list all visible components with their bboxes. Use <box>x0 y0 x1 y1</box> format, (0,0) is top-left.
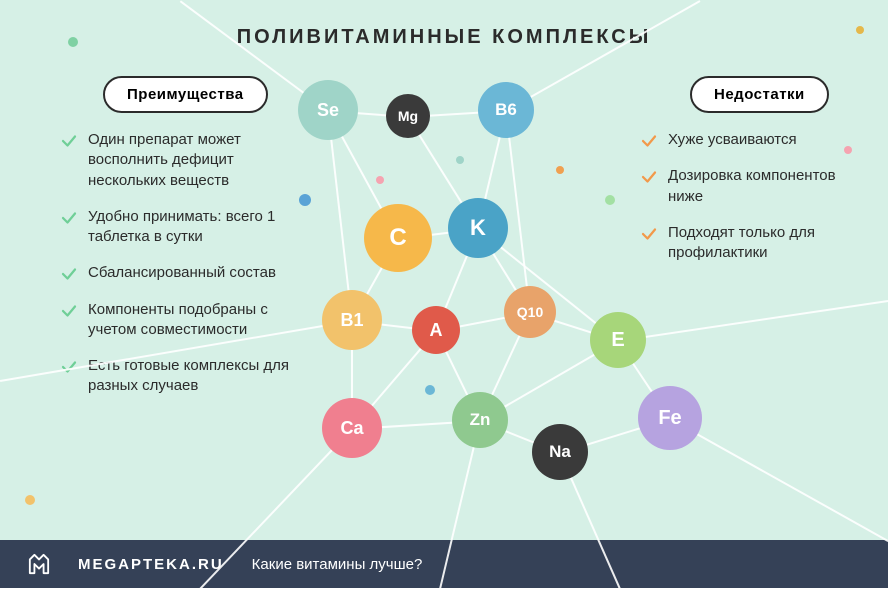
decor-dot <box>456 156 464 164</box>
list-item-text: Один препарат может восполнить дефицит н… <box>88 130 300 191</box>
vitamin-node-mg: Mg <box>386 94 430 138</box>
logo-icon <box>28 553 50 575</box>
list-item: Подходят только для профилактики <box>640 223 860 264</box>
decor-dot <box>844 146 852 154</box>
decor-dot <box>376 176 384 184</box>
page-title: ПОЛИВИТАМИННЫЕ КОМПЛЕКСЫ <box>0 26 888 49</box>
list-item-text: Удобно принимать: всего 1 таблетка в сут… <box>88 207 300 248</box>
list-item: Дозировка компонентов ниже <box>640 166 860 207</box>
vitamin-node-ca: Ca <box>322 398 382 458</box>
advantages-list: Один препарат может восполнить дефицит н… <box>60 130 300 413</box>
decor-dot <box>25 495 35 505</box>
vitamin-node-fe: Fe <box>638 386 702 450</box>
advantages-header: Преимущества <box>103 76 268 113</box>
vitamin-node-k: K <box>448 198 508 258</box>
vitamin-node-b6: B6 <box>478 82 534 138</box>
decor-dot <box>299 194 311 206</box>
network-edge <box>506 0 701 112</box>
network-edge <box>505 111 531 313</box>
vitamin-node-q10: Q10 <box>504 286 556 338</box>
list-item: Хуже усваиваются <box>640 130 860 150</box>
disadvantages-header: Недостатки <box>690 76 829 113</box>
infographic-canvas: ПОЛИВИТАМИННЫЕ КОМПЛЕКСЫ Преимущества Од… <box>0 0 888 588</box>
vitamin-node-a: A <box>412 306 460 354</box>
vitamin-node-e: E <box>590 312 646 368</box>
logo-text: MEGAPTEKA.RU <box>78 556 224 573</box>
network-edge <box>618 300 888 342</box>
list-item-text: Дозировка компонентов ниже <box>668 166 860 207</box>
list-item: Есть готовые комплексы для разных случае… <box>60 356 300 397</box>
list-item: Сбалансированный состав <box>60 263 300 283</box>
vitamin-node-c: C <box>364 204 432 272</box>
network-edge <box>670 418 888 542</box>
decor-dot <box>856 26 864 34</box>
decor-dot <box>556 166 564 174</box>
footer-tagline: Какие витамины лучше? <box>252 556 423 573</box>
vitamin-node-se: Se <box>298 80 358 140</box>
main-area: ПОЛИВИТАМИННЫЕ КОМПЛЕКСЫ Преимущества Од… <box>0 0 888 540</box>
list-item: Удобно принимать: всего 1 таблетка в сут… <box>60 207 300 248</box>
vitamin-node-na: Na <box>532 424 588 480</box>
list-item-text: Подходят только для профилактики <box>668 223 860 264</box>
disadvantages-list: Хуже усваиваются Дозировка компонентов ни… <box>640 130 860 279</box>
decor-dot <box>68 37 78 47</box>
list-item-text: Есть готовые комплексы для разных случае… <box>88 356 300 397</box>
decor-dot <box>605 195 615 205</box>
list-item: Один препарат может восполнить дефицит н… <box>60 130 300 191</box>
decor-dot <box>425 385 435 395</box>
list-item-text: Сбалансированный состав <box>88 263 276 283</box>
vitamin-node-b1: B1 <box>322 290 382 350</box>
vitamin-node-zn: Zn <box>452 392 508 448</box>
list-item-text: Хуже усваиваются <box>668 130 797 150</box>
